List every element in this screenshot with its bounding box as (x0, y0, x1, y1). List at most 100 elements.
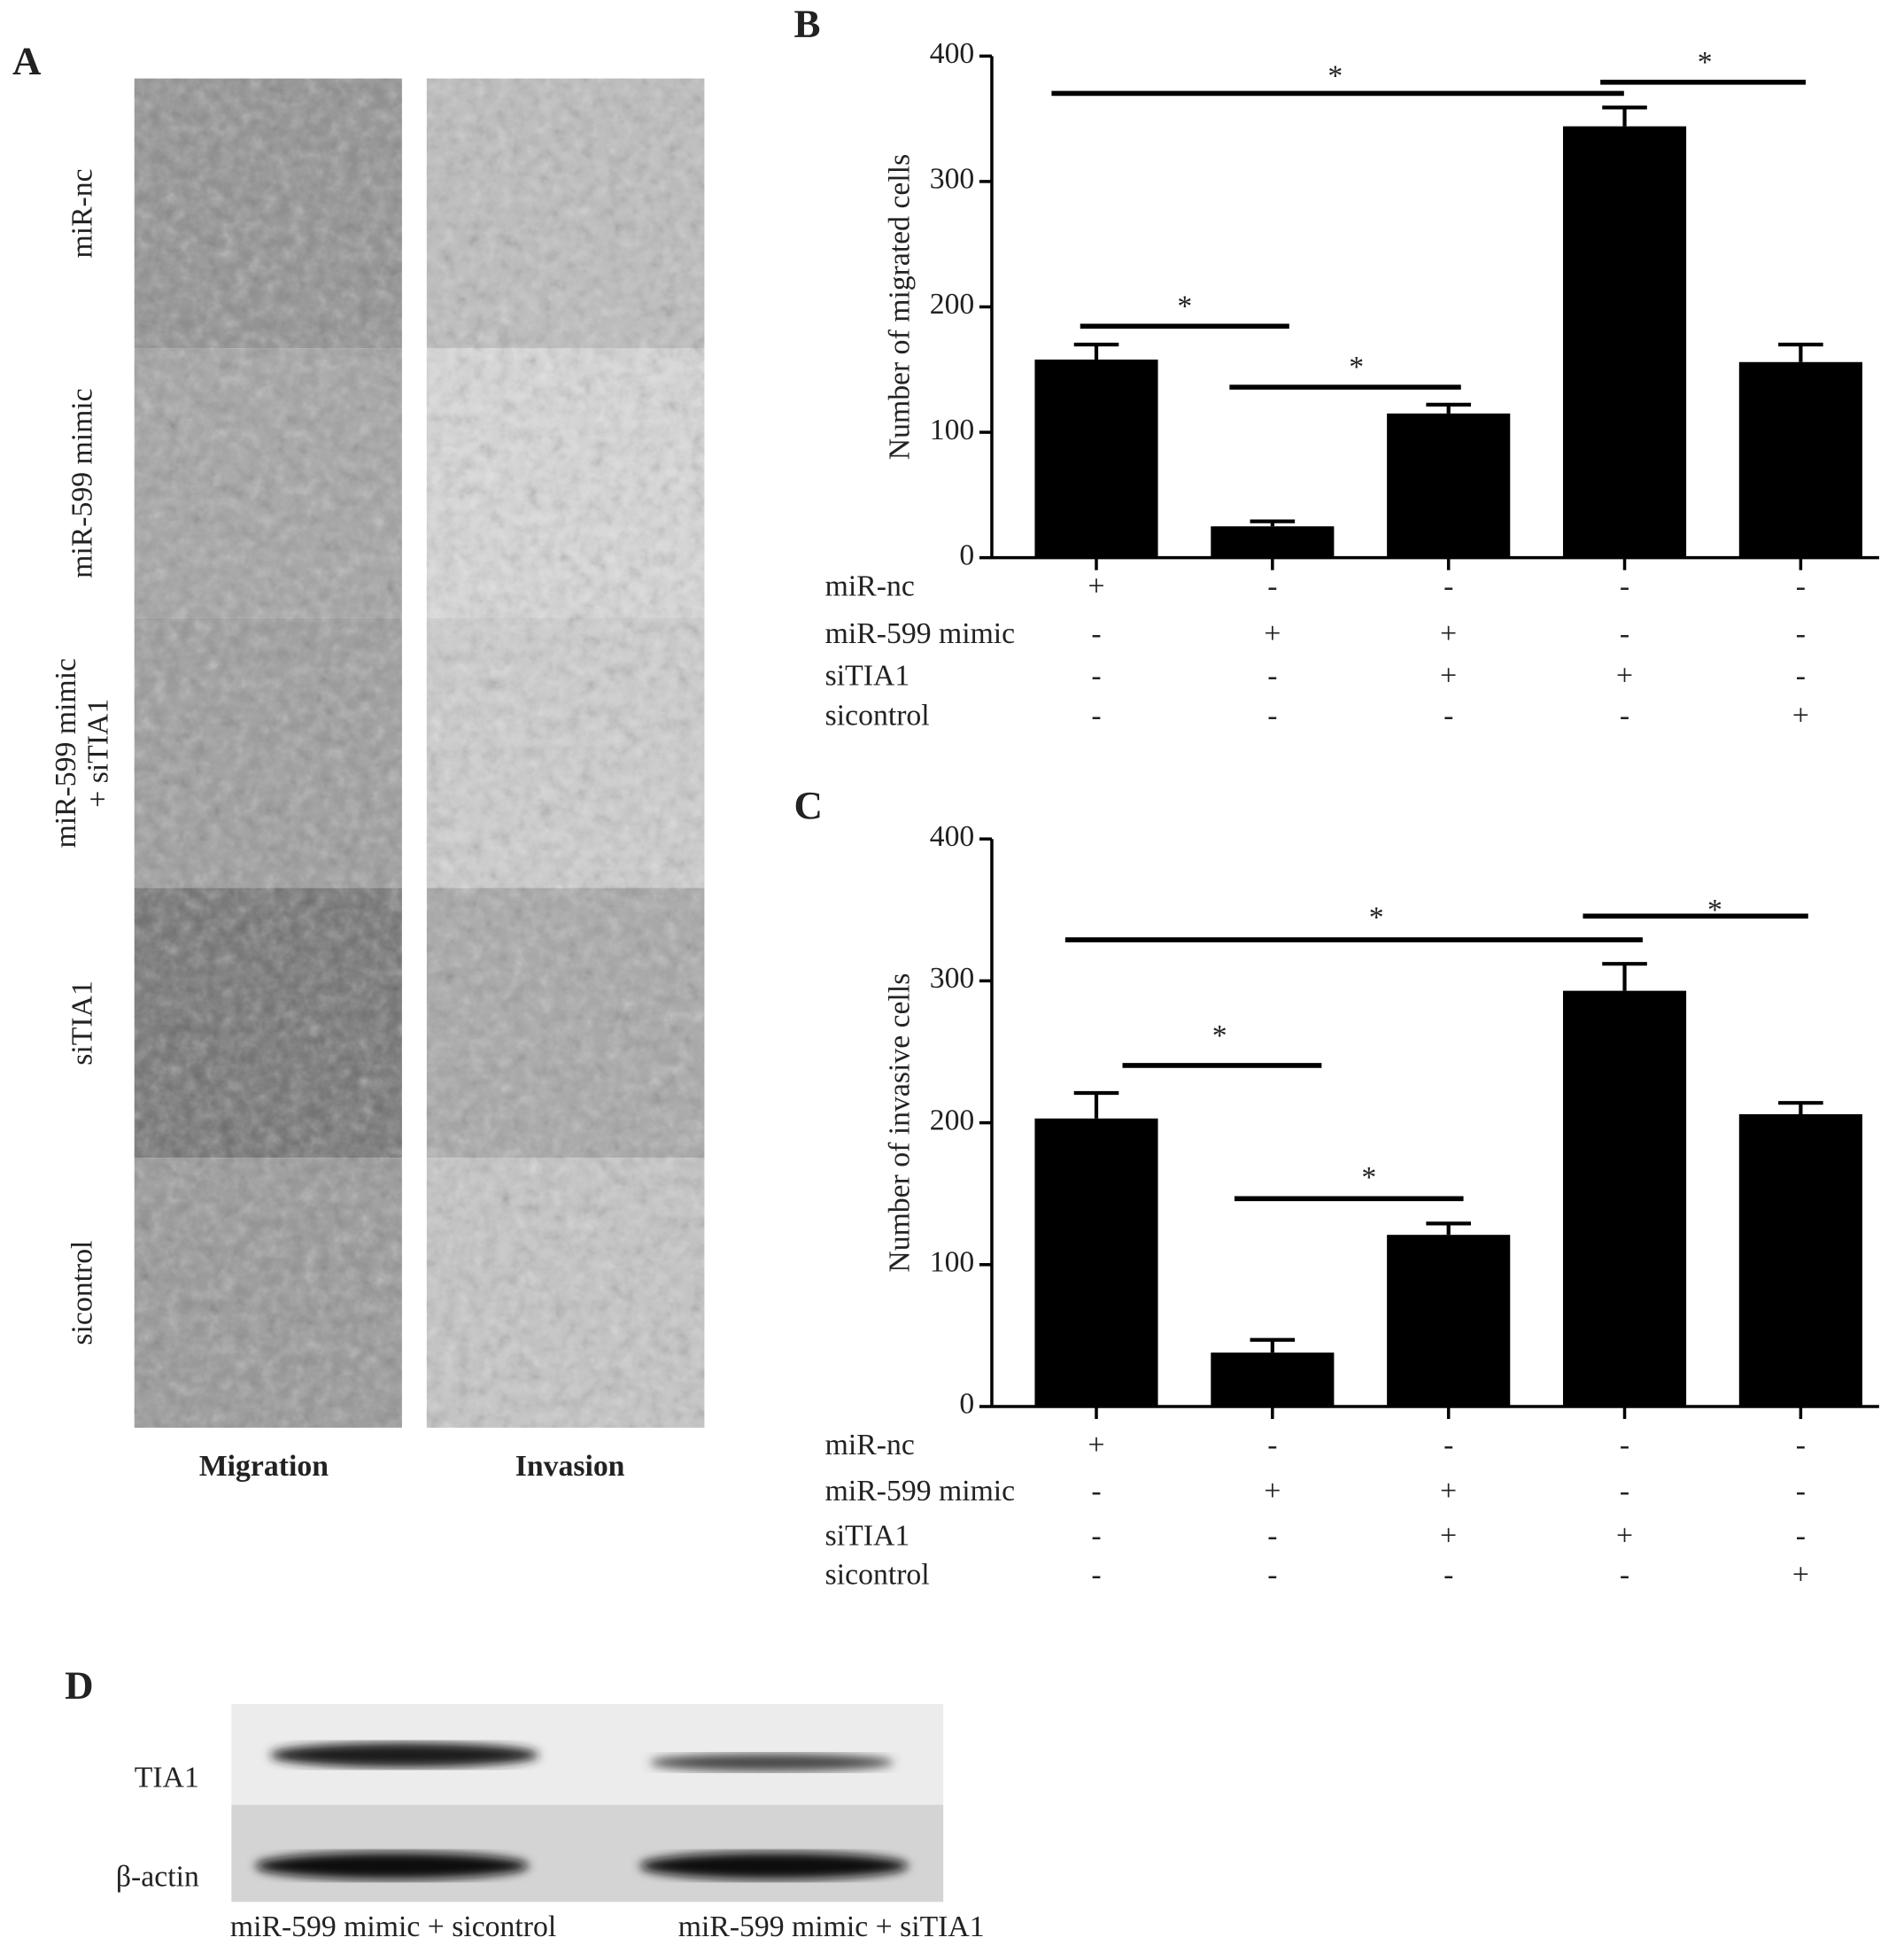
panel-label: B (794, 1, 821, 45)
y-axis-label: Number of invasive cells (884, 973, 917, 1273)
bar (1034, 1118, 1158, 1407)
condition-sign: - (1620, 1429, 1629, 1461)
condition-sign: - (1091, 700, 1101, 732)
bar (1738, 1114, 1862, 1407)
condition-sign: - (1620, 700, 1629, 732)
condition-sign: - (1091, 1520, 1101, 1553)
condition-sign: - (1267, 660, 1277, 693)
y-tick-label: 400 (930, 37, 975, 70)
condition-sign: - (1620, 1558, 1629, 1591)
micrograph-texture (134, 348, 402, 618)
row-label: miR-599 mimic (50, 658, 82, 848)
y-tick-label: 100 (930, 1246, 975, 1279)
row-label: + siTIA1 (82, 699, 115, 808)
error-bar (1778, 1101, 1823, 1115)
bar (1034, 359, 1158, 558)
condition-sign: - (1443, 1429, 1453, 1461)
error-bar (1250, 1337, 1296, 1353)
micrograph-texture (426, 78, 705, 349)
condition-sign: + (1792, 700, 1809, 732)
condition-label: miR-599 mimic (825, 617, 1015, 650)
condition-label: sicontrol (825, 1558, 930, 1591)
condition-sign: - (1796, 660, 1806, 693)
condition-sign: - (1091, 660, 1101, 693)
lane-label: miR-599 mimic + sicontrol (230, 1910, 556, 1943)
error-bar (1073, 342, 1119, 360)
condition-sign: - (1267, 1558, 1277, 1591)
row-label: miR-nc (66, 168, 98, 258)
bar (1738, 361, 1862, 558)
condition-label: siTIA1 (825, 660, 910, 693)
condition-sign: - (1620, 617, 1629, 650)
condition-sign: + (1264, 1475, 1281, 1507)
condition-sign: - (1443, 570, 1453, 603)
micrograph-texture (426, 887, 705, 1159)
significance-label: * (1698, 46, 1713, 79)
condition-label: miR-599 mimic (825, 1475, 1015, 1507)
y-tick-label: 300 (930, 962, 975, 995)
bar (1387, 413, 1511, 558)
condition-sign: - (1620, 570, 1629, 603)
error-bar (1602, 105, 1647, 127)
condition-sign: - (1091, 1558, 1101, 1591)
condition-sign: - (1620, 1475, 1629, 1507)
bar-chart: B Number of migrated cells 0 100 200 300 400 mi… (794, 1, 1879, 732)
y-tick-label: 300 (930, 163, 975, 196)
y-tick-label: 100 (930, 414, 975, 446)
y-tick-label: 400 (930, 820, 975, 853)
bar (1211, 1352, 1335, 1407)
panel-label: D (65, 1662, 93, 1707)
band (649, 1754, 894, 1771)
y-tick-label: 200 (930, 288, 975, 321)
error-bar (1073, 1090, 1119, 1119)
band-label: TIA1 (135, 1761, 199, 1794)
condition-sign: + (1440, 617, 1457, 650)
column-label: Migration (199, 1450, 329, 1483)
micrograph-texture (134, 887, 402, 1159)
panel-label: A (12, 38, 42, 82)
condition-sign: + (1087, 570, 1104, 603)
significance-label: * (1177, 290, 1192, 322)
significance-label: * (1212, 1019, 1227, 1052)
condition-sign: + (1087, 1429, 1104, 1461)
error-bar (1426, 1221, 1471, 1236)
y-tick-label: 0 (959, 1388, 974, 1421)
row-label: siTIA1 (66, 980, 98, 1066)
lane-label: miR-599 mimic + siTIA1 (678, 1910, 985, 1943)
panel-label: C (794, 783, 823, 827)
micrograph-texture (134, 78, 402, 349)
panel-d: D TIA1 β-actin miR-599 mimic + sicontrol miR… (65, 1662, 985, 1943)
condition-sign: - (1796, 1520, 1806, 1553)
error-bar (1602, 962, 1647, 991)
condition-sign: - (1796, 1429, 1806, 1461)
significance-label: * (1361, 1161, 1376, 1194)
significance-label: * (1369, 901, 1384, 934)
bar (1562, 126, 1687, 558)
band (639, 1852, 909, 1879)
condition-sign: - (1267, 570, 1277, 603)
micrograph-texture (134, 617, 402, 888)
condition-sign: - (1796, 617, 1806, 650)
row-label: sicontrol (66, 1241, 98, 1345)
condition-sign: - (1267, 1520, 1277, 1553)
condition-sign: - (1267, 1429, 1277, 1461)
error-bar (1426, 402, 1471, 414)
band (255, 1852, 530, 1879)
micrograph-texture (134, 1158, 402, 1428)
y-tick-label: 200 (930, 1104, 975, 1136)
condition-sign: - (1091, 617, 1101, 650)
bar (1211, 526, 1335, 558)
bar (1562, 990, 1687, 1407)
condition-sign: + (1440, 1475, 1457, 1507)
condition-label: miR-nc (825, 570, 915, 603)
y-tick-label: 0 (959, 539, 974, 571)
condition-label: sicontrol (825, 700, 930, 732)
band (269, 1742, 539, 1768)
significance-label: * (1707, 894, 1722, 926)
condition-sign: - (1091, 1475, 1101, 1507)
bar (1387, 1235, 1511, 1407)
condition-sign: - (1443, 1558, 1453, 1591)
condition-sign: - (1443, 700, 1453, 732)
column-label: Invasion (515, 1450, 625, 1483)
row-label: miR-599 mimic (66, 388, 98, 577)
